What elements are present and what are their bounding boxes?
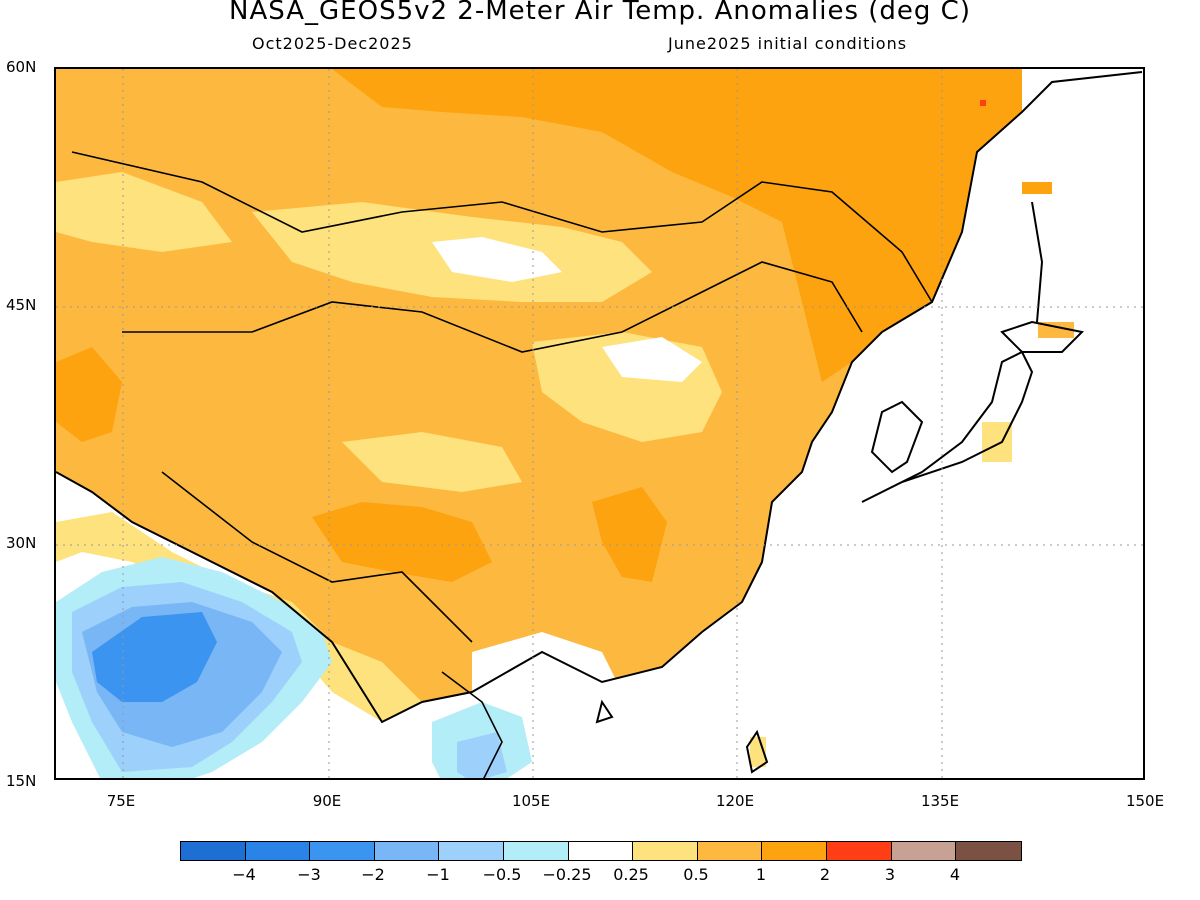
colorbar-swatch: [956, 842, 1021, 860]
lat-label-15n: 15N: [6, 772, 37, 790]
anomaly-region-neutral-indochina: [472, 632, 622, 732]
colorbar-swatch: [891, 842, 957, 860]
colorbar-swatch: [181, 842, 246, 860]
colorbar-swatch: [697, 842, 763, 860]
lat-label-45n: 45N: [6, 296, 37, 314]
colorbar-label: 0.5: [683, 865, 709, 884]
colorbar-swatch: [503, 842, 569, 860]
lat-label-30n: 30N: [6, 534, 37, 552]
colorbar-label: −3: [297, 865, 321, 884]
country-borders: [71, 151, 933, 778]
lon-label-135e: 135E: [920, 792, 960, 810]
colorbar-label: 0.25: [613, 865, 649, 884]
colorbar-swatch: [374, 842, 440, 860]
anomaly-region-cool-indochina: [457, 732, 507, 778]
lon-label-105e: 105E: [511, 792, 551, 810]
anomaly-region-mild-warm-tarim: [342, 432, 522, 492]
colorbar-label: 3: [884, 865, 896, 884]
colorbar-swatch: [568, 842, 634, 860]
lon-label-120e: 120E: [715, 792, 755, 810]
anomaly-region-strong-warm-sichuan: [312, 502, 492, 582]
anomaly-region-neutral-mongolia: [432, 237, 562, 282]
anomaly-region-strong-warm-ne: [332, 69, 1022, 382]
anomaly-region-neutral-bohai: [602, 337, 702, 382]
colorbar-label: 4: [949, 865, 961, 884]
anomaly-region-hot-kamchatka-edge: [980, 100, 986, 106]
anomaly-region-mild-warm-northwest: [56, 172, 232, 252]
lon-label-150e: 150E: [1125, 792, 1165, 810]
colorbar-label: −2: [361, 865, 385, 884]
colorbar-label: −0.25: [542, 865, 592, 884]
anomaly-region-strong-warm-central: [592, 487, 667, 582]
anomaly-map: [54, 67, 1145, 780]
colorbar-label: 2: [819, 865, 831, 884]
chart-title: NASA_GEOS5v2 2-Meter Air Temp. Anomalies…: [229, 0, 971, 26]
colorbar-label: −4: [232, 865, 256, 884]
lon-label-75e: 75E: [106, 792, 136, 810]
colorbar-label: −1: [426, 865, 450, 884]
colorbar-label: 1: [755, 865, 767, 884]
anomaly-region-hot-sakhalin: [1022, 182, 1052, 194]
colorbar-swatch: [245, 842, 311, 860]
anomaly-map-svg: [56, 69, 1143, 778]
anomaly-region-strong-warm-west: [56, 347, 122, 442]
lon-label-90e: 90E: [312, 792, 342, 810]
colorbar-swatch: [762, 842, 827, 860]
forecast-period: Oct2025-Dec2025: [252, 34, 413, 53]
colorbar: [180, 841, 1022, 861]
anomaly-region-hot-japan: [982, 422, 1012, 462]
colorbar-swatch: [633, 842, 698, 860]
coastlines: [56, 71, 1143, 774]
initial-conditions: June2025 initial conditions: [668, 34, 908, 53]
colorbar-swatch: [310, 842, 375, 860]
colorbar-swatch: [826, 842, 892, 860]
lat-label-60n: 60N: [6, 58, 37, 76]
colorbar-label: −0.5: [482, 865, 522, 884]
colorbar-swatch: [439, 842, 504, 860]
